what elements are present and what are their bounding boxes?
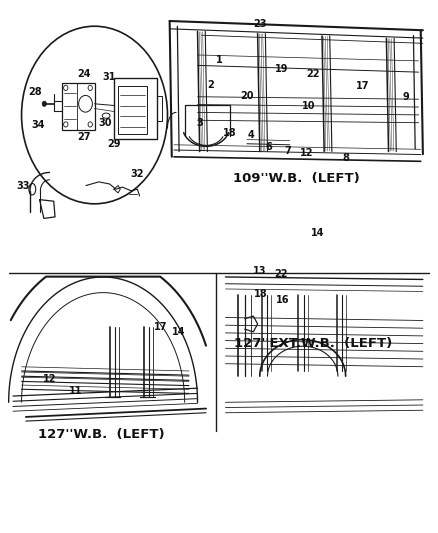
Text: 18: 18: [254, 289, 268, 298]
Text: 8: 8: [342, 153, 349, 163]
Text: 109''W.B.  (LEFT): 109''W.B. (LEFT): [233, 172, 360, 185]
Text: 23: 23: [253, 19, 267, 29]
Text: 6: 6: [265, 142, 272, 152]
Ellipse shape: [102, 113, 110, 118]
Text: 30: 30: [99, 118, 112, 128]
Text: 2: 2: [207, 80, 214, 90]
Text: 14: 14: [171, 327, 185, 337]
Text: 16: 16: [276, 295, 289, 305]
Text: 22: 22: [275, 269, 288, 279]
Text: 3: 3: [196, 118, 203, 128]
Text: 17: 17: [154, 321, 168, 332]
Text: 14: 14: [311, 228, 325, 238]
Bar: [118, 86, 147, 134]
Text: 4: 4: [248, 130, 254, 140]
Text: 12: 12: [300, 148, 314, 158]
Text: 32: 32: [131, 168, 144, 179]
Circle shape: [64, 122, 68, 127]
Text: 10: 10: [302, 101, 316, 111]
Circle shape: [88, 122, 92, 127]
Text: 12: 12: [42, 374, 56, 384]
Text: 7: 7: [284, 146, 291, 156]
Text: 19: 19: [275, 64, 288, 74]
Text: 31: 31: [103, 72, 117, 83]
Circle shape: [64, 85, 68, 91]
Text: 27: 27: [77, 132, 91, 142]
Bar: [114, 78, 157, 139]
Text: 29: 29: [107, 139, 120, 149]
Text: 28: 28: [28, 86, 42, 96]
Text: 11: 11: [68, 386, 82, 396]
Text: 22: 22: [307, 69, 320, 79]
Text: 1: 1: [215, 55, 223, 65]
Text: 34: 34: [32, 120, 45, 131]
Text: 18: 18: [223, 128, 237, 138]
Text: 20: 20: [240, 91, 254, 101]
Circle shape: [88, 85, 92, 91]
Text: 33: 33: [17, 181, 30, 190]
Text: 17: 17: [356, 82, 370, 91]
Text: 127''W.B.  (LEFT): 127''W.B. (LEFT): [38, 428, 164, 441]
Text: 9: 9: [403, 92, 409, 102]
Bar: [62, 83, 95, 130]
Text: 24: 24: [77, 69, 91, 79]
Circle shape: [42, 101, 46, 107]
Text: 13: 13: [253, 265, 267, 276]
Text: 127''EXT.W.B.  (LEFT): 127''EXT.W.B. (LEFT): [234, 337, 392, 350]
